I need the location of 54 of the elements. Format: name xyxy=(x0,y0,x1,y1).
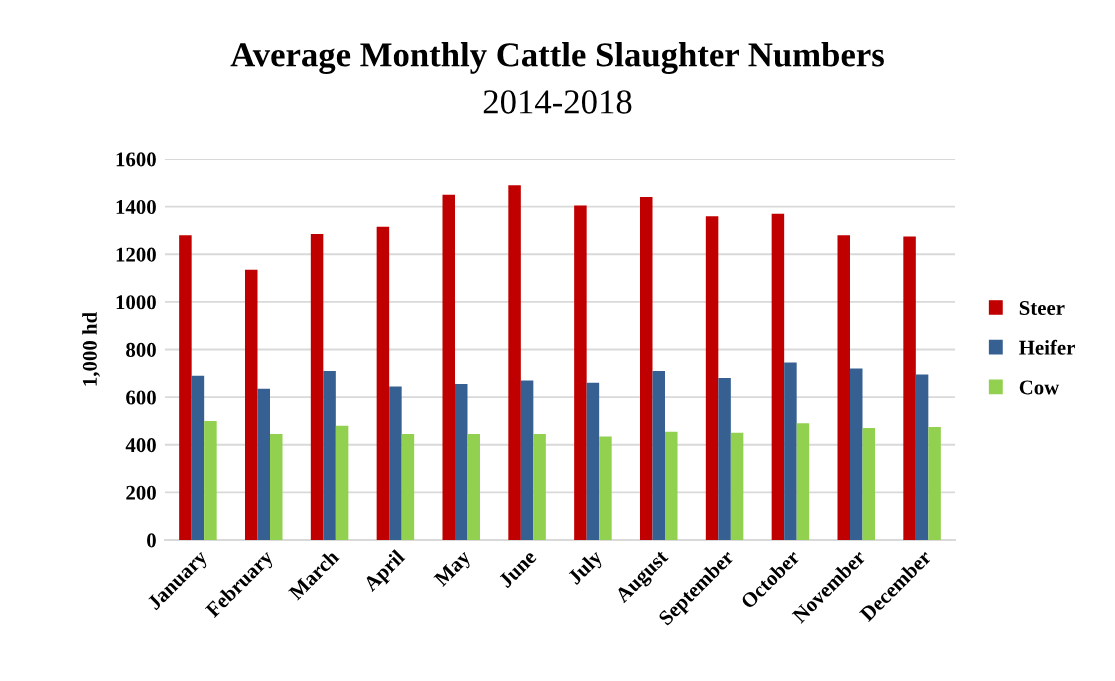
x-tick-label: June xyxy=(498,549,538,589)
x-tick-label: July xyxy=(566,548,607,589)
bar xyxy=(508,185,521,540)
bar xyxy=(389,386,402,540)
bar xyxy=(455,384,468,540)
bar xyxy=(270,434,283,540)
bar xyxy=(376,226,390,540)
legend-label: Cow xyxy=(1019,380,1060,395)
bar xyxy=(323,370,336,540)
bar xyxy=(862,428,876,540)
bar xyxy=(179,235,192,540)
bar xyxy=(665,431,678,540)
y-tick-label: 1000 xyxy=(116,295,156,310)
y-tick-label: 200 xyxy=(126,485,156,500)
legend-label: Steer xyxy=(1019,300,1065,315)
bar xyxy=(244,269,258,540)
bar xyxy=(705,216,719,540)
bar xyxy=(533,434,546,540)
bar xyxy=(639,197,653,540)
legend-label: Heifer xyxy=(1019,339,1075,355)
chart-subtitle: 2014-2018 xyxy=(483,90,632,114)
bar xyxy=(771,213,785,540)
bar xyxy=(599,436,612,540)
bar xyxy=(335,425,349,540)
bar xyxy=(191,375,205,540)
bar xyxy=(718,378,731,540)
y-tick-label: 800 xyxy=(126,342,156,357)
bar xyxy=(401,434,415,540)
bar xyxy=(915,374,929,540)
bar xyxy=(850,368,863,540)
y-tick-label: 1400 xyxy=(116,200,156,215)
y-tick-label: 400 xyxy=(125,438,156,453)
bar xyxy=(442,194,455,540)
bar xyxy=(928,426,941,540)
bar xyxy=(520,380,534,540)
bar xyxy=(903,236,916,540)
bar xyxy=(586,382,600,540)
chart-title: Average Monthly Cattle Slaughter Numbers xyxy=(230,42,884,74)
bar xyxy=(257,388,270,540)
bar xyxy=(310,234,324,540)
bar xyxy=(204,420,217,540)
bar xyxy=(796,423,810,540)
y-tick-label: 1200 xyxy=(116,247,156,262)
bar xyxy=(837,235,850,540)
y-tick-label: 0 xyxy=(147,533,156,548)
bar xyxy=(652,370,665,540)
y-tick-label: 1600 xyxy=(116,152,156,167)
y-axis-title: 1,000 hd xyxy=(82,312,100,386)
bar xyxy=(730,432,744,540)
bar xyxy=(467,434,481,540)
bar xyxy=(574,205,587,540)
bar xyxy=(784,362,797,540)
y-tick-label: 600 xyxy=(126,390,156,405)
x-tick-label: May xyxy=(433,549,475,591)
